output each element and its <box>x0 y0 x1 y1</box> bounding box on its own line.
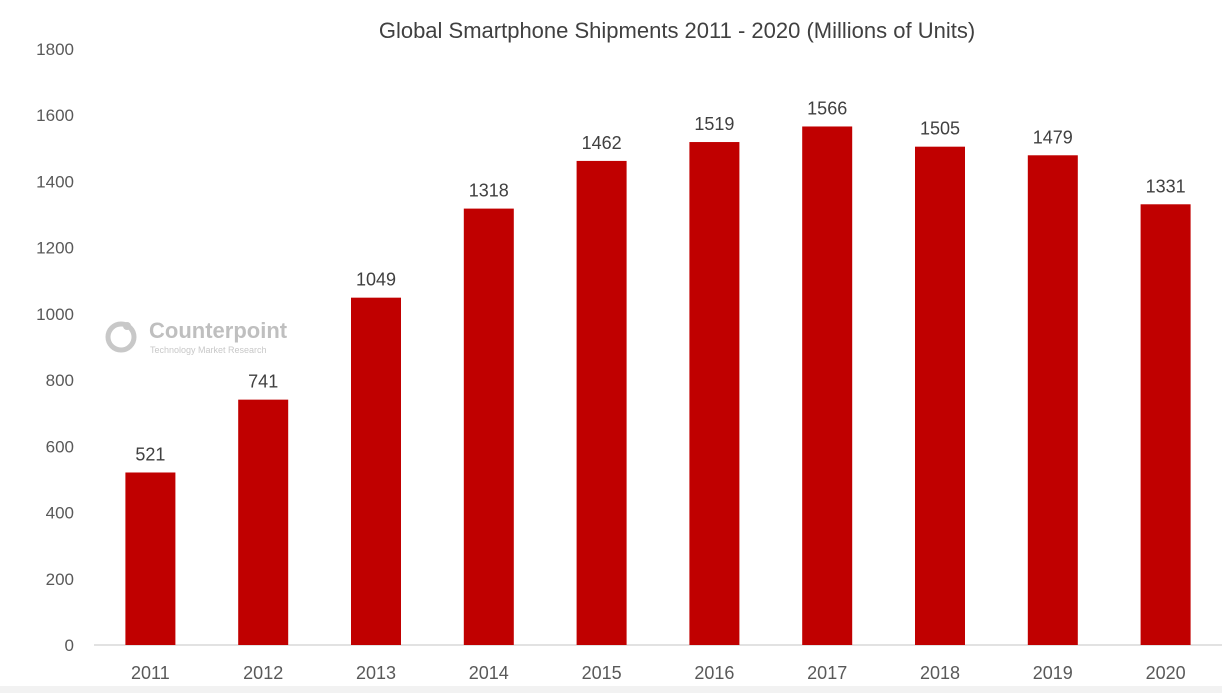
bar-2015 <box>576 160 627 645</box>
counterpoint-logo-icon <box>105 321 137 353</box>
x-tick-label: 2016 <box>694 663 734 683</box>
bottom-strip <box>0 686 1222 693</box>
watermark-brand: Counterpoint <box>149 318 288 343</box>
x-tick-label: 2012 <box>243 663 283 683</box>
counterpoint-watermark: Counterpoint Technology Market Research <box>105 318 288 355</box>
data-label-2017: 1566 <box>807 98 847 118</box>
data-label-2011: 521 <box>135 444 165 464</box>
data-label-2018: 1505 <box>920 119 960 139</box>
y-tick-label: 1200 <box>36 239 74 258</box>
x-axis-tick-labels: 2011 2012 2013 2014 2015 2016 2017 2018 2019 2020 <box>131 663 1186 683</box>
y-tick-label: 800 <box>46 371 74 390</box>
data-label-2020: 1331 <box>1146 176 1186 196</box>
y-axis-tick-labels: 0 200 400 600 800 1000 1200 1400 1600 1800 <box>36 40 74 655</box>
y-tick-label: 200 <box>46 570 74 589</box>
x-tick-label: 2018 <box>920 663 960 683</box>
bar-2014 <box>463 208 514 645</box>
bars <box>125 126 1191 646</box>
y-tick-label: 1400 <box>36 172 74 191</box>
y-tick-label: 1800 <box>36 40 74 59</box>
x-tick-label: 2011 <box>131 663 170 683</box>
bar-2020 <box>1140 204 1191 645</box>
bar-2019 <box>1027 155 1078 645</box>
data-labels: 521 741 1049 1318 1462 1519 1566 1505 1479 1331 <box>135 98 1185 464</box>
x-tick-label: 2014 <box>469 663 509 683</box>
x-tick-label: 2020 <box>1146 663 1186 683</box>
data-label-2016: 1519 <box>694 114 734 134</box>
y-tick-label: 600 <box>46 437 74 456</box>
x-tick-label: 2015 <box>582 663 622 683</box>
bar-2016 <box>689 142 740 645</box>
data-label-2019: 1479 <box>1033 127 1073 147</box>
x-tick-label: 2013 <box>356 663 396 683</box>
y-tick-label: 0 <box>65 636 74 655</box>
data-label-2015: 1462 <box>582 133 622 153</box>
y-tick-label: 1000 <box>36 305 74 324</box>
data-label-2014: 1318 <box>469 181 509 201</box>
y-tick-label: 1600 <box>36 106 74 125</box>
data-label-2012: 741 <box>248 372 278 392</box>
bar-2011 <box>125 472 176 645</box>
y-tick-label: 400 <box>46 504 74 523</box>
data-label-2013: 1049 <box>356 270 396 290</box>
bar-2018 <box>915 146 965 645</box>
watermark-tagline: Technology Market Research <box>150 345 267 355</box>
x-tick-label: 2017 <box>807 663 847 683</box>
bar-2017 <box>802 126 853 646</box>
bar-2012 <box>238 399 289 645</box>
bar-2013 <box>351 297 401 645</box>
x-tick-label: 2019 <box>1033 663 1073 683</box>
chart-title: Global Smartphone Shipments 2011 - 2020 … <box>379 18 975 43</box>
